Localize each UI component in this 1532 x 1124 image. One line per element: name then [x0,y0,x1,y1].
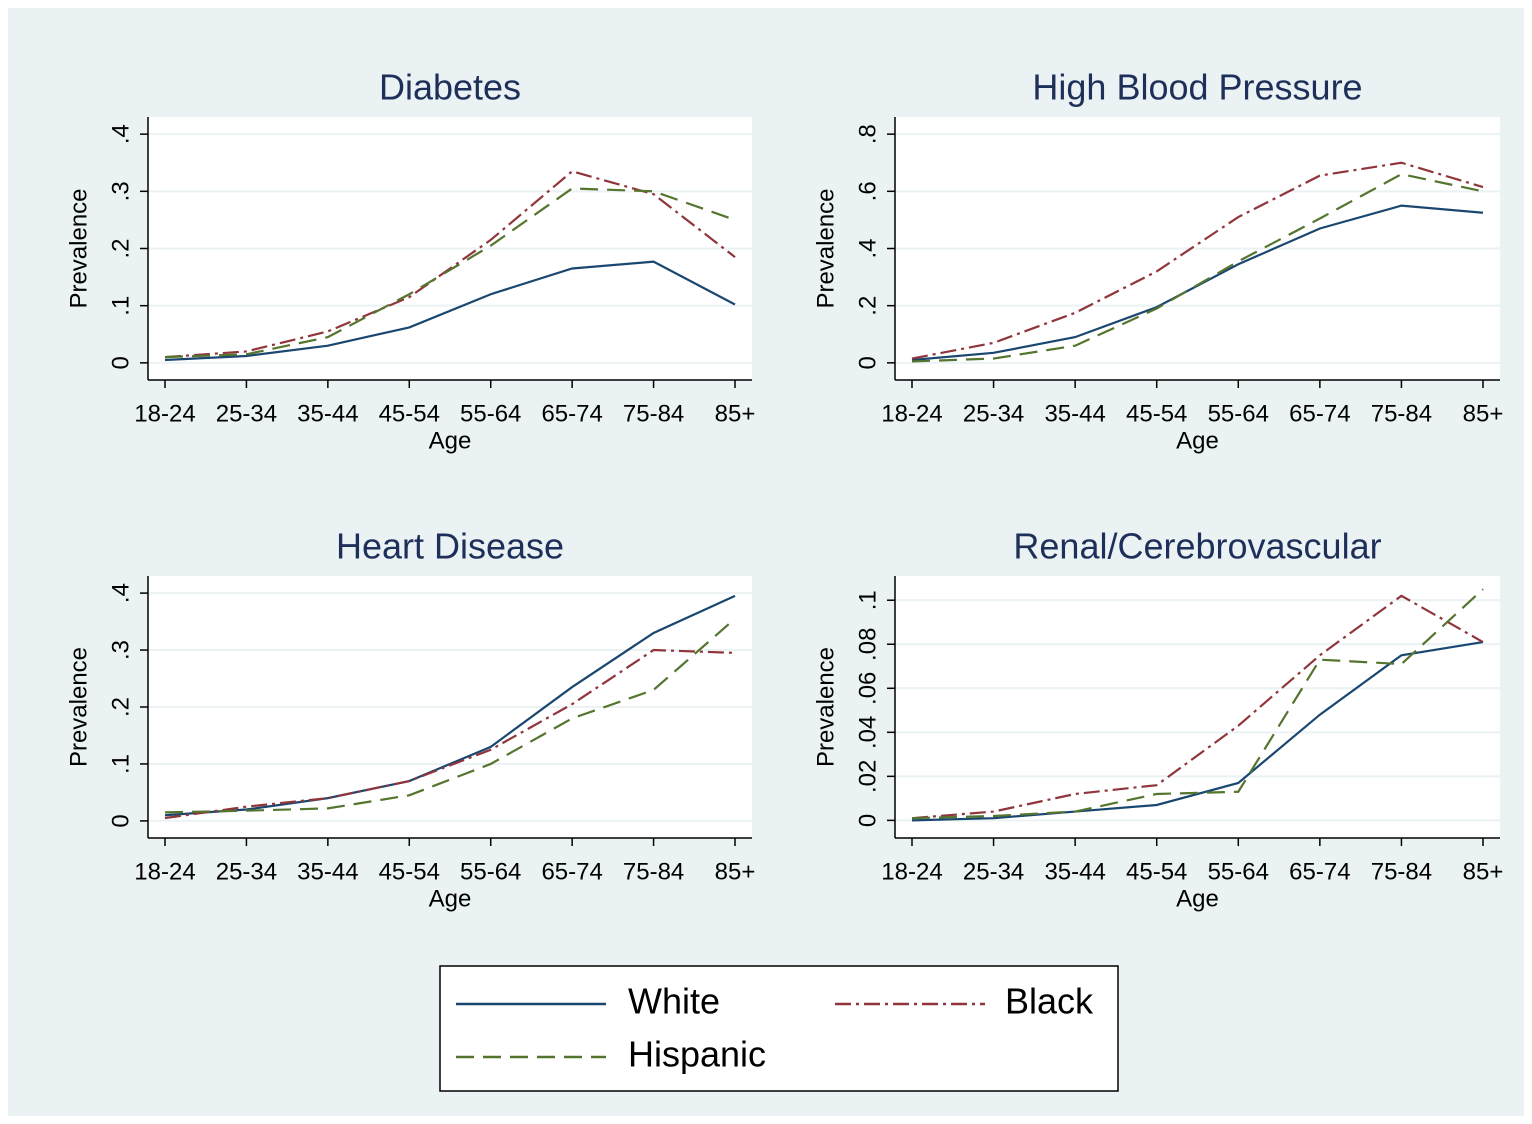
chart-title: High Blood Pressure [1032,67,1362,108]
x-tick-label: 65-74 [1289,858,1350,885]
x-tick-label: 45-54 [379,858,440,885]
y-tick-label: .3 [107,181,134,201]
legend-box [439,965,1119,1092]
chart-title: Heart Disease [336,526,564,567]
x-tick-label: 35-44 [297,400,358,427]
y-tick-label: .8 [854,124,881,144]
y-tick-label: .4 [854,238,881,258]
y-tick-label: .4 [107,583,134,603]
y-axis-label: Prevalence [812,188,839,308]
chart-title: Diabetes [379,67,521,108]
x-tick-label: 85+ [1463,858,1504,885]
y-tick-label: 0 [107,814,134,827]
series-line [911,161,1484,360]
x-axis-label: Age [1176,885,1219,912]
x-tick-label: 25-34 [216,400,277,427]
y-axis-label: Prevalence [812,647,839,767]
y-tick-label: .1 [854,590,881,610]
y-tick-label: .4 [107,124,134,144]
y-axis-label: Prevalence [65,647,92,767]
series-line [911,640,1484,822]
x-tick-label: 45-54 [1126,400,1187,427]
x-tick-label: 18-24 [881,858,942,885]
x-tick-label: 35-44 [297,858,358,885]
y-tick-label: .3 [107,640,134,660]
x-tick-label: 75-84 [1371,858,1432,885]
y-tick-label: .2 [854,296,881,316]
y-tick-label: 0 [107,356,134,369]
legend-label: Black [1005,981,1094,1022]
x-tick-label: 25-34 [963,400,1024,427]
chart-title: Renal/Cerebrovascular [1013,526,1381,567]
x-tick-label: 35-44 [1044,400,1105,427]
y-axis-label: Prevalence [65,188,92,308]
x-tick-label: 65-74 [541,858,602,885]
series-line [164,617,736,814]
y-tick-label: 0 [854,356,881,369]
x-axis-label: Age [1176,427,1219,454]
y-tick-label: .2 [107,697,134,717]
y-tick-label: .6 [854,181,881,201]
x-tick-label: 85+ [715,858,756,885]
y-tick-label: .06 [854,672,881,705]
y-tick-label: .1 [107,754,134,774]
series-line [164,260,736,362]
x-tick-label: 18-24 [881,400,942,427]
x-axis-label: Age [429,885,472,912]
x-tick-label: 55-64 [1208,400,1269,427]
series-line [164,648,736,820]
x-tick-label: 85+ [1463,400,1504,427]
y-tick-label: 0 [854,814,881,827]
x-tick-label: 55-64 [1208,858,1269,885]
plot-area [895,576,1500,838]
x-tick-label: 75-84 [623,858,684,885]
series-line [164,594,736,817]
y-tick-label: .2 [107,238,134,258]
x-tick-label: 25-34 [216,858,277,885]
x-tick-label: 18-24 [134,400,195,427]
series-line [911,588,1484,820]
x-tick-label: 75-84 [623,400,684,427]
y-tick-label: .04 [854,716,881,749]
x-axis-label: Age [429,427,472,454]
x-tick-label: 35-44 [1044,858,1105,885]
x-tick-label: 85+ [715,400,756,427]
legend-label: Hispanic [628,1034,766,1075]
x-tick-label: 45-54 [379,400,440,427]
series-line [164,187,736,359]
x-tick-label: 45-54 [1126,858,1187,885]
y-tick-label: .08 [854,628,881,661]
x-tick-label: 55-64 [460,858,521,885]
legend-label: White [628,981,720,1022]
x-tick-label: 55-64 [460,400,521,427]
series-line [911,594,1484,820]
x-tick-label: 65-74 [541,400,602,427]
y-tick-label: .1 [107,296,134,316]
x-tick-label: 18-24 [134,858,195,885]
series-line [911,173,1484,363]
y-tick-label: .02 [854,760,881,793]
x-tick-label: 75-84 [1371,400,1432,427]
x-tick-label: 25-34 [963,858,1024,885]
x-tick-label: 65-74 [1289,400,1350,427]
